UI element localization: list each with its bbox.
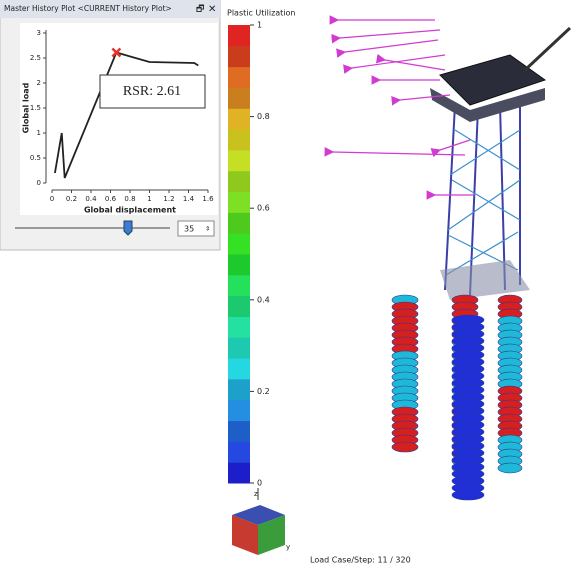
page: Master History Plot <CURRENT History Plo…: [0, 0, 575, 569]
colorbar-band: [228, 441, 250, 462]
panel-title: Master History Plot <CURRENT History Plo…: [4, 4, 172, 13]
x-tick-label: 1.2: [163, 195, 174, 203]
colorbar-band: [228, 275, 250, 296]
colorbar-band: [228, 421, 250, 442]
colorbar-band: [228, 108, 250, 129]
colorbar-band: [228, 254, 250, 275]
colorbar-band: [228, 212, 250, 233]
colorbar-band: [228, 67, 250, 88]
step-slider-handle[interactable]: [124, 221, 132, 235]
x-tick-label: 1: [147, 195, 151, 203]
x-tick-label: 1.4: [183, 195, 195, 203]
status-text: Load Case/Step: 11 / 320: [310, 556, 411, 565]
colorbar-band: [228, 25, 250, 46]
load-arrow: [385, 60, 445, 70]
colorbar-tick-label: 0: [257, 479, 262, 488]
svg-text:y: y: [286, 543, 290, 551]
y-axis-label: Global load: [22, 82, 31, 133]
spin-arrows[interactable]: ⇕: [205, 226, 210, 233]
colorbar-tick-label: 1: [257, 21, 262, 30]
y-tick-label: 2: [37, 79, 41, 87]
legend-title: Plastic Utilization: [227, 9, 296, 18]
colorbar-band: [228, 233, 250, 254]
annotation-text: RSR: 2.61: [123, 84, 181, 99]
x-tick-label: 1.6: [202, 195, 214, 203]
x-tick-label: 0.6: [105, 195, 117, 203]
colorbar-band: [228, 87, 250, 108]
colorbar-band: [228, 129, 250, 150]
colorbar-tick-label: 0.6: [257, 204, 270, 213]
colorbar-band: [228, 462, 250, 483]
load-arrow: [345, 40, 438, 52]
y-tick-label: 3: [37, 29, 41, 37]
colorbar-band: [228, 46, 250, 67]
close-button[interactable]: ✕: [208, 4, 216, 15]
screen: Master History Plot <CURRENT History Plo…: [0, 0, 575, 569]
pile-segment: [452, 490, 484, 500]
crane-boom: [525, 28, 570, 70]
x-tick-label: 0.8: [124, 195, 135, 203]
load-arrow: [352, 55, 445, 68]
colorbar-band: [228, 192, 250, 213]
y-tick-label: 0: [37, 179, 41, 187]
x-axis-label: Global displacement: [84, 206, 176, 215]
y-tick-label: 2.5: [30, 54, 41, 62]
load-arrow: [340, 30, 440, 38]
y-tick-label: 0.5: [30, 154, 41, 162]
svg-text:z: z: [254, 490, 258, 498]
y-tick-label: 1.5: [30, 104, 41, 112]
plot-area: [20, 23, 218, 215]
x-tick-label: 0.4: [85, 195, 97, 203]
load-arrow: [333, 152, 465, 155]
colorbar-tick-label: 0.2: [257, 387, 270, 396]
colorbar-band: [228, 400, 250, 421]
x-tick-label: 0: [50, 195, 54, 203]
colorbar-tick-label: 0.8: [257, 112, 270, 121]
colorbar-band: [228, 379, 250, 400]
mudline-frame: [440, 260, 530, 300]
load-arrow: [440, 140, 470, 150]
colorbar-band: [228, 358, 250, 379]
y-tick-label: 1: [37, 129, 41, 137]
float-button[interactable]: 🗗: [196, 4, 204, 15]
pile-segment: [392, 442, 418, 452]
pile-segment: [498, 463, 522, 473]
colorbar-band: [228, 296, 250, 317]
x-tick-label: 0.2: [66, 195, 77, 203]
orientation-cube: z y: [232, 488, 290, 555]
colorbar-tick-label: 0.4: [257, 295, 270, 304]
colorbar-band: [228, 316, 250, 337]
colorbar-band: [228, 171, 250, 192]
colorbar-band: [228, 150, 250, 171]
model-view: [333, 20, 570, 500]
step-value: 35: [184, 225, 194, 234]
colorbar-band: [228, 337, 250, 358]
